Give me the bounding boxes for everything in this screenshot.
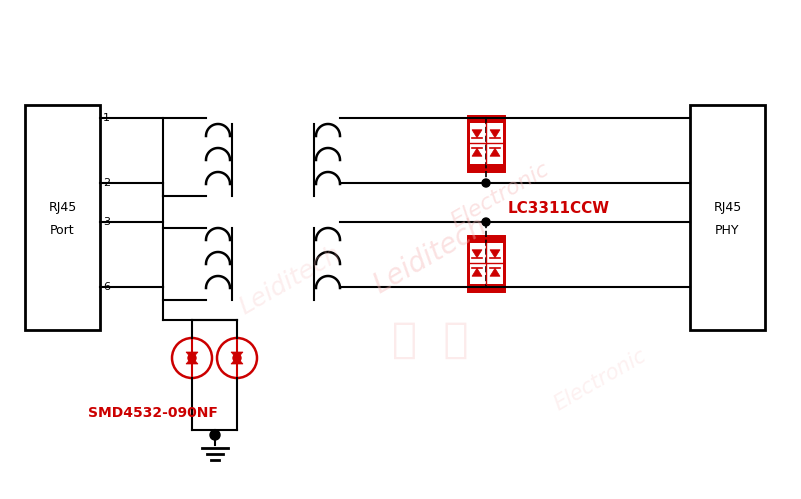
Bar — [468, 115, 504, 122]
Circle shape — [482, 218, 490, 226]
Text: 1: 1 — [103, 113, 110, 123]
Text: LC3311CCW: LC3311CCW — [508, 201, 610, 216]
Polygon shape — [472, 250, 482, 258]
Polygon shape — [472, 148, 482, 156]
Polygon shape — [490, 148, 500, 156]
Bar — [468, 236, 504, 290]
Bar — [468, 236, 504, 243]
Text: Port: Port — [50, 224, 74, 237]
Text: Leiditech: Leiditech — [368, 211, 492, 299]
Polygon shape — [186, 357, 198, 364]
Polygon shape — [490, 250, 500, 258]
Polygon shape — [231, 352, 243, 359]
Text: 2: 2 — [103, 178, 110, 188]
Text: SMD4532-090NF: SMD4532-090NF — [88, 406, 218, 420]
Circle shape — [233, 354, 241, 362]
Polygon shape — [472, 130, 482, 138]
Circle shape — [210, 430, 220, 440]
Text: 电  子: 电 子 — [392, 319, 469, 361]
Text: Electronic: Electronic — [447, 159, 553, 231]
Bar — [25, 105, 100, 330]
Text: Leiditech: Leiditech — [235, 241, 345, 319]
Circle shape — [482, 179, 490, 187]
Bar — [468, 115, 504, 171]
Text: Electronic: Electronic — [550, 345, 650, 415]
Text: PHY: PHY — [715, 224, 740, 237]
Text: 3: 3 — [103, 217, 110, 227]
Text: RJ45: RJ45 — [48, 201, 77, 214]
Polygon shape — [490, 130, 500, 138]
Polygon shape — [490, 268, 500, 276]
Bar — [468, 164, 504, 171]
Circle shape — [188, 354, 196, 362]
Bar — [468, 236, 504, 290]
Bar — [690, 105, 765, 330]
Bar — [468, 283, 504, 290]
Polygon shape — [472, 268, 482, 276]
Text: 6: 6 — [103, 282, 110, 292]
Text: RJ45: RJ45 — [714, 201, 742, 214]
Polygon shape — [186, 352, 198, 359]
Bar — [468, 115, 504, 171]
Polygon shape — [231, 357, 243, 364]
